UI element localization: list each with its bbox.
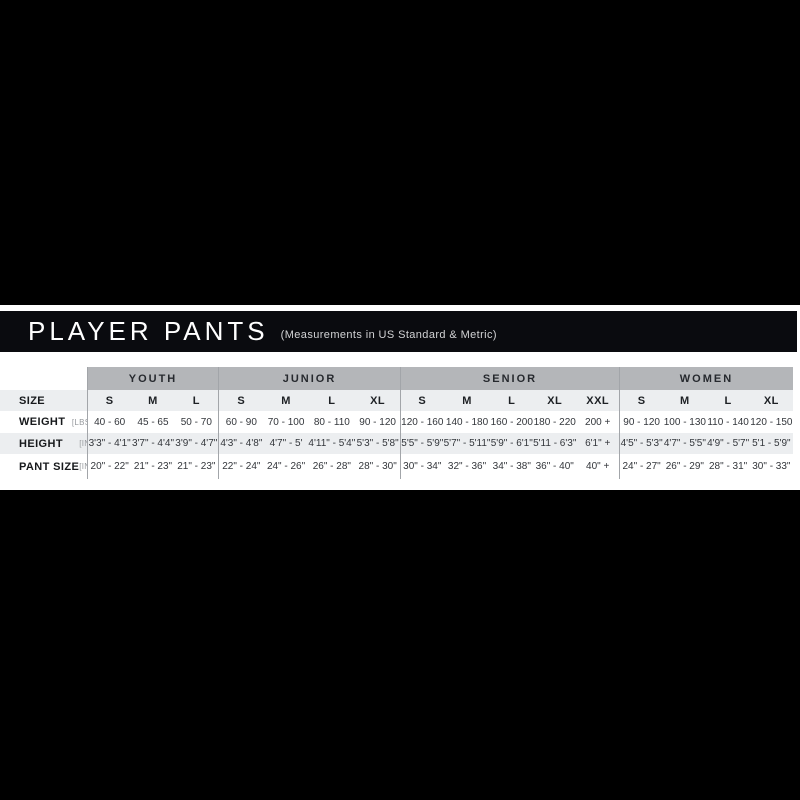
row-label-text: WEIGHT [19,416,66,428]
pant-size-cell: 24" - 26" [263,454,309,479]
pant-size-cell: 26" - 28" [308,454,356,479]
top-black-band [0,0,800,305]
height-cell: 5'5" - 5'9" [401,433,444,454]
row-label-weight: WEIGHT [LBS] [0,411,100,433]
weight-cell: 80 - 110 [308,411,356,433]
group-header-junior: JUNIOR [219,367,400,390]
row-label-text: PANT SIZE [19,460,80,473]
group-header-women: WOMEN [620,367,793,390]
pant-size-cell: 21" - 23" [131,454,175,479]
title-bar: PLAYER PANTS (Measurements in US Standar… [0,311,797,352]
height-cell: 4'9" - 5'7" [706,433,750,454]
size-header-cell: M [443,390,491,411]
group-junior: JUNIOR S M L XL 60 - 90 70 - 100 80 - 11… [218,367,400,479]
row-label-height: HEIGHT [IN] [0,433,100,454]
size-header-cell: L [308,390,356,411]
pant-size-cell: 21" - 23" [174,454,218,479]
pant-size-cell: 28" - 31" [706,454,750,479]
weight-cell: 100 - 130 [663,411,707,433]
group-women: WOMEN S M L XL 90 - 120 100 - 130 110 - … [619,367,793,479]
weight-cell: 90 - 120 [620,411,664,433]
weight-cell: 160 - 200 [490,411,534,433]
weight-cell: 180 - 220 [533,411,577,433]
height-cell: 6'1" + [576,433,619,454]
height-cell: 5'9" - 6'1" [490,433,534,454]
weight-cell: 90 - 120 [355,411,400,433]
weight-cell: 45 - 65 [131,411,175,433]
row-unit-text: [IN] [79,439,93,448]
group-youth: YOUTH S M L 40 - 60 45 - 65 50 - 70 3'3"… [87,367,218,479]
size-header-cell: XL [355,390,400,411]
size-header-cell: S [620,390,664,411]
size-header-cell: M [131,390,175,411]
divider-gap [0,479,800,490]
size-header-cell: S [88,390,132,411]
size-header-cell: XL [533,390,577,411]
row-labels-column: SIZE WEIGHT [LBS] HEIGHT [IN] PANT SIZE … [0,367,100,479]
pant-size-cell: 20" - 22" [88,454,132,479]
group-senior: SENIOR S M L XL XXL 120 - 160 140 - 180 … [400,367,619,479]
size-header-cell: XXL [576,390,619,411]
size-header-cell: M [263,390,309,411]
weight-cell: 110 - 140 [706,411,750,433]
row-unit-text: [IN] [79,462,93,471]
pant-size-cell: 28" - 30" [355,454,400,479]
height-cell: 4'11" - 5'4" [308,433,356,454]
page-title: PLAYER PANTS [28,316,269,346]
size-header-cell: S [401,390,444,411]
row-unit-text: [LBS] [71,417,93,427]
size-header-cell: M [663,390,707,411]
height-cell: 5'3" - 5'8" [355,433,400,454]
size-header-cell: L [706,390,750,411]
divider-gap [0,305,800,311]
size-chart-table: SIZE WEIGHT [LBS] HEIGHT [IN] PANT SIZE … [0,367,800,479]
row-label-pant-size: PANT SIZE [IN] [0,454,100,479]
pant-size-cell: 34" - 38" [490,454,534,479]
weight-cell: 140 - 180 [443,411,491,433]
height-cell: 3'9" - 4'7" [174,433,218,454]
pant-size-cell: 22" - 24" [219,454,264,479]
height-cell: 4'7" - 5' [263,433,309,454]
height-cell: 4'5" - 5'3" [620,433,664,454]
height-cell: 5'11 - 6'3" [533,433,577,454]
pant-size-cell: 26" - 29" [663,454,707,479]
weight-cell: 120 - 150 [749,411,793,433]
size-header-cell: XL [749,390,793,411]
group-header-senior: SENIOR [401,367,619,390]
weight-cell: 50 - 70 [174,411,218,433]
pant-size-cell: 36" - 40" [533,454,577,479]
size-header-cell: S [219,390,264,411]
pant-size-cell: 30" - 33" [749,454,793,479]
weight-cell: 40 - 60 [88,411,132,433]
height-cell: 5'1 - 5'9" [749,433,793,454]
weight-cell: 60 - 90 [219,411,264,433]
group-header-youth: YOUTH [88,367,218,390]
weight-cell: 70 - 100 [263,411,309,433]
weight-cell: 200 + [576,411,619,433]
row-label-text: SIZE [19,394,46,407]
size-header-cell: L [174,390,218,411]
row-label-size: SIZE [0,390,100,411]
row-label-text: HEIGHT [19,437,63,450]
height-cell: 3'3" - 4'1" [88,433,132,454]
height-cell: 3'7" - 4'4" [131,433,175,454]
page-subtitle: (Measurements in US Standard & Metric) [280,328,497,341]
height-cell: 5'7" - 5'11" [443,433,491,454]
height-cell: 4'3" - 4'8" [219,433,264,454]
size-header-cell: L [490,390,534,411]
height-cell: 4'7" - 5'5" [663,433,707,454]
pant-size-cell: 40" + [576,454,619,479]
pant-size-cell: 24" - 27" [620,454,664,479]
bottom-black-band [0,490,800,800]
weight-cell: 120 - 160 [401,411,444,433]
corner-cell [0,367,100,390]
pant-size-cell: 32" - 36" [443,454,491,479]
pant-size-cell: 30" - 34" [401,454,444,479]
